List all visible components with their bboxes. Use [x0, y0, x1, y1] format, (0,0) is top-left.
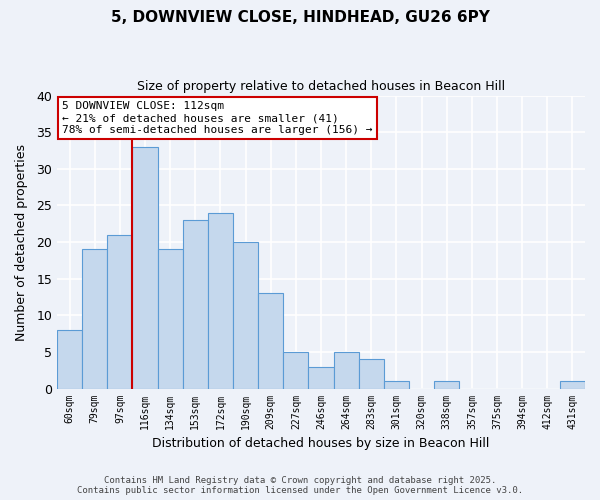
Bar — [308, 366, 334, 388]
Bar — [384, 381, 409, 388]
Bar — [258, 294, 283, 388]
Text: 5 DOWNVIEW CLOSE: 112sqm
← 21% of detached houses are smaller (41)
78% of semi-d: 5 DOWNVIEW CLOSE: 112sqm ← 21% of detach… — [62, 102, 373, 134]
Bar — [334, 352, 359, 389]
Bar — [183, 220, 208, 388]
Y-axis label: Number of detached properties: Number of detached properties — [15, 144, 28, 340]
Bar — [233, 242, 258, 388]
Bar — [560, 381, 585, 388]
Bar — [283, 352, 308, 389]
Bar — [57, 330, 82, 388]
Bar — [359, 360, 384, 388]
Bar — [82, 250, 107, 388]
Bar — [133, 147, 158, 388]
Bar — [107, 234, 133, 388]
Bar — [434, 381, 460, 388]
Text: Contains HM Land Registry data © Crown copyright and database right 2025.
Contai: Contains HM Land Registry data © Crown c… — [77, 476, 523, 495]
Title: Size of property relative to detached houses in Beacon Hill: Size of property relative to detached ho… — [137, 80, 505, 93]
Bar — [158, 250, 183, 388]
Text: 5, DOWNVIEW CLOSE, HINDHEAD, GU26 6PY: 5, DOWNVIEW CLOSE, HINDHEAD, GU26 6PY — [110, 10, 490, 25]
X-axis label: Distribution of detached houses by size in Beacon Hill: Distribution of detached houses by size … — [152, 437, 490, 450]
Bar — [208, 213, 233, 388]
